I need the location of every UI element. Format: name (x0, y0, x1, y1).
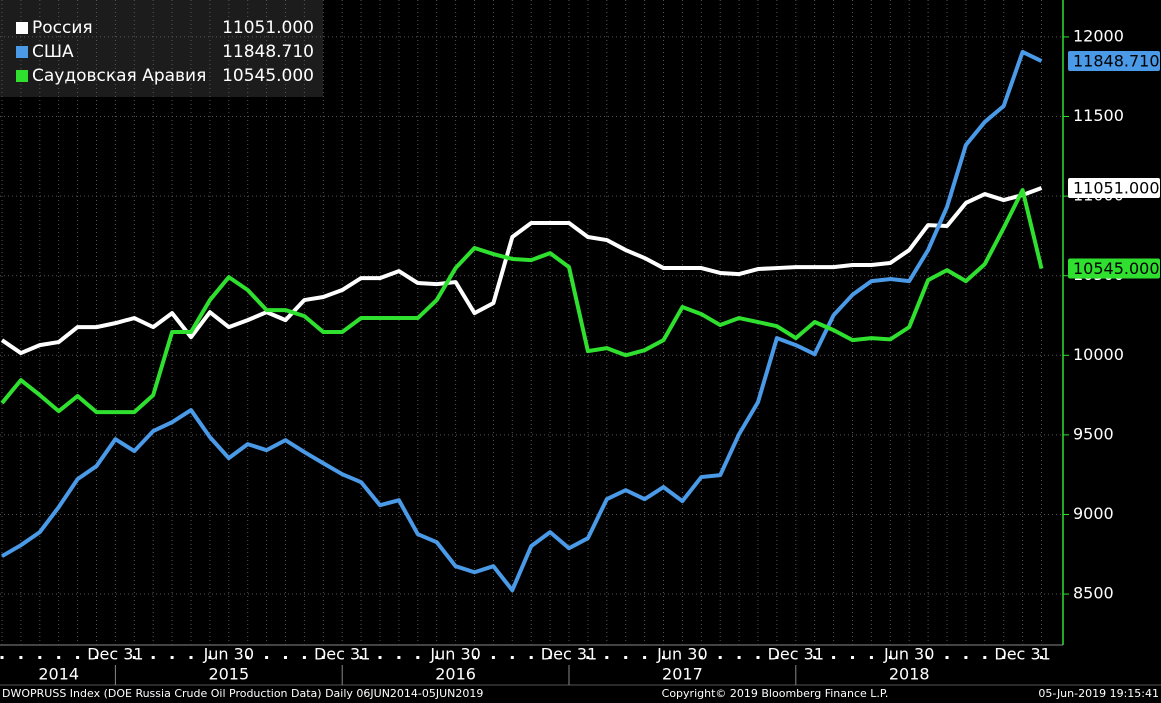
x-tick-dot (416, 656, 420, 659)
year-label: 2014 (38, 665, 79, 684)
x-tick-dot (983, 656, 987, 659)
x-tick-dot (718, 656, 722, 659)
x-tick-dot (851, 656, 854, 659)
legend-box (0, 0, 323, 97)
x-tick-dot (491, 656, 495, 659)
y-tick-label: 8500 (1073, 584, 1114, 603)
x-tick-dot (265, 656, 269, 659)
x-tick-dot (170, 656, 174, 659)
value-tag-label: 11848.710 (1073, 52, 1160, 71)
x-tick-dot (359, 656, 363, 659)
y-tick-label: 9500 (1073, 424, 1114, 443)
legend-value: 11848.710 (222, 42, 314, 62)
y-tick-label: 10000 (1073, 345, 1124, 364)
x-tick-dot (699, 656, 703, 659)
year-label: 2017 (662, 665, 703, 684)
x-tick-dot (57, 656, 61, 659)
year-label: 2016 (435, 665, 476, 684)
x-tick-dot (95, 656, 98, 659)
value-tag (1068, 51, 1160, 72)
x-tick-dot (945, 656, 949, 659)
x-tick-dot (1040, 656, 1043, 659)
x-tick-dot (662, 656, 665, 659)
footer-center: Copyright© 2019 Bloomberg Finance L.P. (662, 687, 889, 700)
series-line (0, 186, 1043, 356)
footer-left: DWOPRUSS Index (DOE Russia Crude Oil Pro… (2, 687, 483, 700)
x-tick-label: Dec 31 (314, 645, 370, 664)
y-tick-label: 11500 (1073, 106, 1124, 125)
x-tick-dot (510, 656, 514, 659)
x-tick-dot (832, 656, 836, 659)
legend-value: 11051.000 (222, 18, 314, 38)
x-tick-dot (926, 656, 930, 659)
x-tick-dot (397, 656, 401, 659)
x-tick-dot (189, 656, 193, 659)
x-tick-dot (964, 656, 968, 659)
x-tick-dot (1002, 656, 1006, 659)
x-tick-dot (151, 656, 155, 659)
x-tick-dot (246, 656, 250, 659)
x-tick-dot (586, 656, 590, 659)
y-tick-label: 9000 (1073, 504, 1114, 523)
x-tick-dot (302, 656, 306, 659)
legend-swatch (16, 46, 28, 58)
x-tick-dot (435, 656, 439, 659)
x-tick-dot (473, 656, 476, 659)
x-tick-dot (132, 656, 136, 659)
year-label: 2015 (208, 665, 249, 684)
value-tag-label: 10545.000 (1073, 259, 1160, 278)
year-label: 2018 (889, 665, 930, 684)
x-tick-dot (19, 656, 23, 659)
x-tick-dot (0, 656, 4, 659)
x-tick-dot (284, 656, 287, 659)
x-tick-label: Jun 30 (203, 645, 254, 664)
x-tick-label: Jun 30 (883, 645, 934, 664)
x-tick-label: Dec 31 (768, 645, 824, 664)
x-tick-dot (775, 656, 779, 659)
y-tick-label: 12000 (1073, 26, 1124, 45)
x-tick-dot (737, 656, 741, 659)
legend-label: Россия (32, 18, 93, 38)
x-tick-dot (643, 656, 647, 659)
x-tick-dot (208, 656, 212, 659)
x-tick-label: Dec 31 (994, 645, 1050, 664)
x-tick-dot (813, 656, 817, 659)
x-tick-dot (756, 656, 760, 659)
x-tick-dot (378, 656, 382, 659)
legend-label: Саудовская Аравия (32, 66, 206, 86)
legend-swatch (16, 22, 28, 34)
x-tick-label: Jun 30 (429, 645, 480, 664)
x-tick-dot (76, 656, 80, 659)
x-tick-dot (888, 656, 892, 659)
x-tick-label: Jun 30 (656, 645, 707, 664)
value-tag-label: 11051.000 (1073, 178, 1160, 197)
series-line (0, 188, 1044, 415)
x-tick-dot (624, 656, 628, 659)
legend-value: 10545.000 (222, 66, 314, 86)
value-tag (1068, 177, 1160, 198)
x-tick-dot (605, 656, 609, 659)
x-tick-dot (38, 656, 42, 659)
x-tick-dot (548, 656, 552, 659)
x-tick-dot (869, 656, 873, 659)
legend-label: США (32, 42, 74, 62)
x-tick-label: Dec 31 (87, 645, 143, 664)
x-tick-dot (321, 656, 325, 659)
x-tick-dot (529, 656, 533, 659)
value-tag (1068, 258, 1160, 279)
x-tick-label: Dec 31 (541, 645, 597, 664)
footer-right: 05-Jun-2019 19:15:41 (1038, 687, 1159, 700)
legend-swatch (16, 70, 28, 82)
series-line (0, 49, 1043, 593)
